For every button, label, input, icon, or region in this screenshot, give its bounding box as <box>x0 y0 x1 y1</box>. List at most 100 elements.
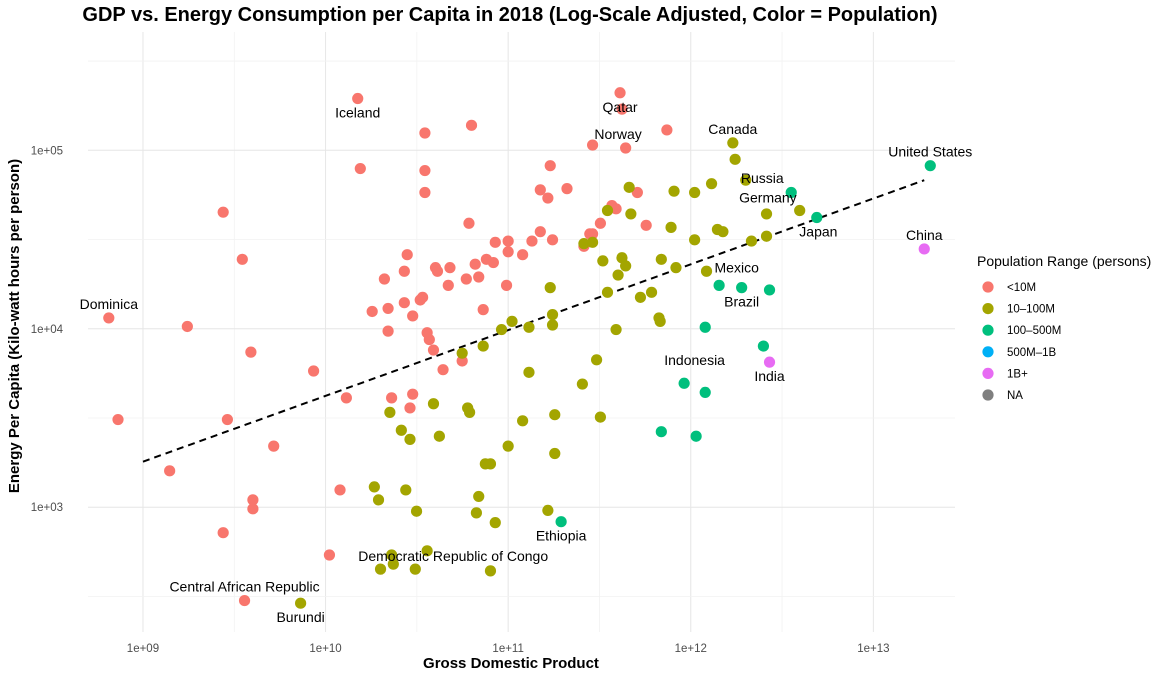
data-point <box>620 142 632 154</box>
point-label: Russia <box>741 170 784 186</box>
data-point <box>586 228 599 240</box>
data-point <box>404 402 416 414</box>
data-point <box>517 249 529 261</box>
data-point <box>502 235 514 247</box>
data-point <box>594 411 606 423</box>
data-point <box>546 234 559 246</box>
data-point <box>555 516 567 528</box>
x-tick-label: 1e+09 <box>127 643 159 655</box>
data-point <box>245 346 257 358</box>
data-point <box>340 392 352 404</box>
data-point <box>526 235 538 247</box>
data-point <box>247 503 259 515</box>
data-point <box>542 504 554 517</box>
data-point <box>729 153 741 165</box>
data-point <box>534 184 546 196</box>
data-point <box>419 164 431 177</box>
data-point <box>431 265 444 277</box>
point-label: Ethiopia <box>536 528 587 544</box>
data-point <box>386 549 398 561</box>
data-point <box>612 269 624 281</box>
data-point <box>484 458 497 470</box>
point-label: Burundi <box>276 609 324 625</box>
data-point <box>727 137 739 149</box>
data-point <box>423 333 435 346</box>
data-point <box>623 181 635 193</box>
data-point <box>181 320 193 333</box>
point-label: Norway <box>594 126 641 142</box>
legend: Population Range (persons) <10M 10–100M 10… <box>977 253 1151 402</box>
point-label: Qatar <box>603 99 638 115</box>
data-point <box>164 465 176 477</box>
data-point <box>247 494 259 506</box>
data-point <box>236 253 248 265</box>
data-point <box>502 246 514 258</box>
data-point <box>502 440 514 452</box>
data-point <box>794 204 806 217</box>
x-tick-label: 1e+11 <box>492 643 523 655</box>
data-point <box>334 484 346 496</box>
data-point <box>655 426 667 438</box>
point-label: Democratic Republic of Congo <box>358 548 548 564</box>
data-point <box>544 282 556 294</box>
data-point <box>785 186 797 199</box>
data-point <box>699 386 711 399</box>
data-point <box>463 217 475 229</box>
data-point <box>465 119 478 131</box>
data-point <box>368 481 380 493</box>
data-point <box>924 160 936 172</box>
point-label: Dominica <box>80 296 139 312</box>
data-point <box>460 273 472 285</box>
point-label: United States <box>888 144 972 160</box>
point-label: Canada <box>708 121 757 137</box>
data-point <box>419 186 431 199</box>
data-point <box>634 291 647 303</box>
data-point <box>473 271 485 283</box>
legend-label: NA <box>1007 390 1023 402</box>
data-point <box>534 226 546 238</box>
data-point <box>409 563 421 575</box>
y-tick-label: 1e+03 <box>31 502 63 514</box>
chart-title: GDP vs. Energy Consumption per Capita in… <box>82 4 937 26</box>
data-point <box>690 430 702 442</box>
data-point <box>763 284 776 296</box>
data-point <box>620 260 632 272</box>
point-label: Brazil <box>724 294 759 310</box>
data-point <box>616 103 628 115</box>
point-label: Japan <box>799 224 837 240</box>
data-point <box>400 484 412 496</box>
data-point <box>464 406 476 418</box>
data-point <box>217 527 229 539</box>
data-point <box>601 204 614 217</box>
data-point <box>631 186 643 199</box>
data-point <box>382 302 394 315</box>
data-point <box>421 545 433 557</box>
legend-key <box>982 367 994 379</box>
data-point <box>382 325 394 337</box>
data-point <box>586 236 599 248</box>
data-point <box>542 192 554 204</box>
legend-key <box>982 324 994 336</box>
point-label: Germany <box>739 189 797 205</box>
data-point <box>736 282 748 294</box>
data-point <box>456 355 468 367</box>
data-point <box>470 507 483 519</box>
legend-label: 100–500M <box>1007 325 1061 337</box>
data-point <box>523 321 535 333</box>
data-point <box>417 291 429 303</box>
trend-line <box>142 179 925 463</box>
grid <box>88 32 955 632</box>
data-point <box>404 433 416 445</box>
data-point <box>500 279 513 291</box>
legend-key <box>982 303 994 315</box>
x-tick-label: 1e+12 <box>675 643 707 655</box>
legend-label: 10–100M <box>1007 304 1055 316</box>
data-point <box>323 549 336 561</box>
data-point <box>713 279 725 291</box>
legend-label: 500M–1B <box>1007 347 1057 359</box>
data-point <box>506 315 518 327</box>
data-point <box>740 174 752 186</box>
legend-key <box>982 281 994 293</box>
data-point <box>640 219 652 231</box>
